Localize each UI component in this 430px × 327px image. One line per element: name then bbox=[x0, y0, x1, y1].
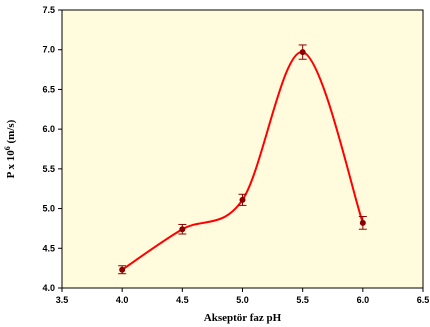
series-line bbox=[121, 51, 364, 271]
x-axis: 3.5 4.0 4.5 5.0 5.5 6.0 6.5 bbox=[56, 288, 430, 305]
y-axis-title-main: P x 10 bbox=[5, 150, 17, 179]
x-tick-label: 6.5 bbox=[417, 295, 430, 305]
y-tick-label: 4.0 bbox=[42, 283, 55, 293]
y-tick-label: 7.5 bbox=[42, 5, 55, 15]
y-axis-title-superscript: 6 bbox=[3, 146, 12, 150]
y-tick-label: 6.0 bbox=[42, 124, 55, 134]
y-tick-label: 5.0 bbox=[42, 204, 55, 214]
data-point bbox=[119, 266, 126, 273]
data-point bbox=[239, 196, 246, 203]
y-tick-label: 5.5 bbox=[42, 164, 55, 174]
x-tick-label: 6.0 bbox=[357, 295, 370, 305]
data-point bbox=[359, 219, 366, 226]
data-point bbox=[299, 49, 306, 56]
x-tick-label: 3.5 bbox=[56, 295, 69, 305]
y-axis-title: P x 106 (m/s) bbox=[3, 119, 17, 178]
data-points bbox=[119, 49, 366, 273]
y-tick-label: 4.5 bbox=[42, 243, 55, 253]
x-tick-label: 4.5 bbox=[176, 295, 189, 305]
plot-area bbox=[61, 9, 424, 289]
y-axis-title-unit: (m/s) bbox=[5, 119, 17, 146]
x-tick-label: 5.5 bbox=[296, 295, 309, 305]
data-point bbox=[179, 226, 186, 233]
y-tick-label: 6.5 bbox=[42, 84, 55, 94]
y-axis: 4.0 4.5 5.0 5.5 6.0 6.5 7.0 7.5 bbox=[42, 5, 62, 293]
x-tick-label: 5.0 bbox=[236, 295, 249, 305]
x-axis-title: Akseptör faz pH bbox=[204, 312, 282, 324]
y-tick-label: 7.0 bbox=[42, 45, 55, 55]
x-tick-label: 4.0 bbox=[116, 295, 129, 305]
